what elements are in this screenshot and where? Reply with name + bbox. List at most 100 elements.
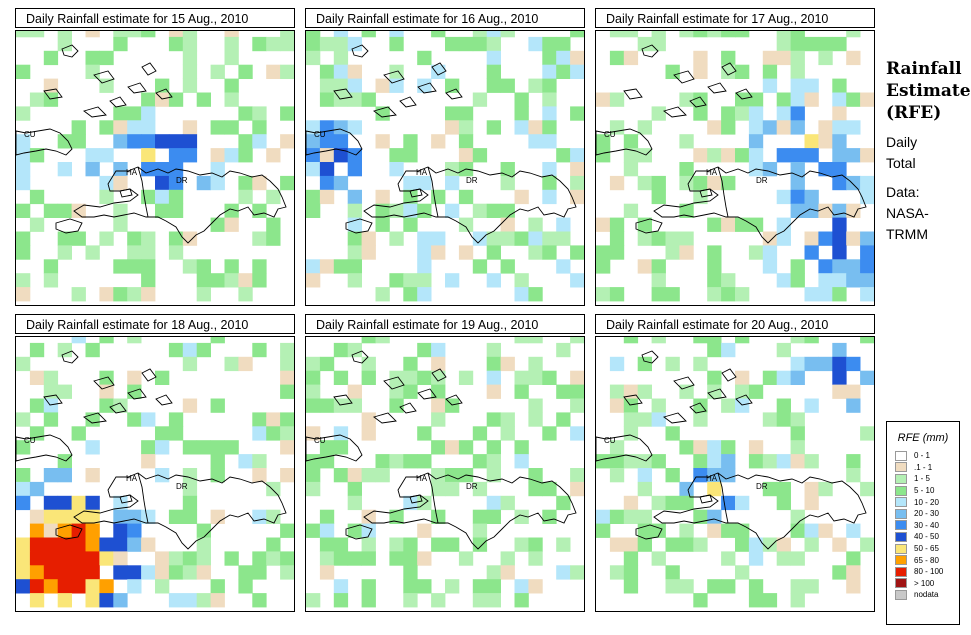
rainfall-cell (472, 426, 488, 441)
rainfall-map-panel: Daily Rainfall estimate for 16 Aug., 201… (305, 8, 585, 306)
rainfall-cell (860, 481, 874, 497)
gonave-outline (409, 188, 423, 198)
rainfall-cell (16, 64, 31, 79)
legend-label: 1 - 5 (914, 474, 931, 484)
legend-label: 10 - 20 (914, 497, 939, 507)
rainfall-cell (196, 287, 211, 302)
rainfall-cell (707, 287, 722, 302)
rainfall-cell (113, 203, 128, 218)
rainfall-cell (319, 565, 335, 580)
rainfall-cell (29, 565, 45, 580)
rainfall-cell (306, 259, 321, 274)
rainfall-cell (43, 398, 59, 413)
rainfall-cell (71, 551, 86, 566)
rainfall-cell (665, 64, 680, 79)
bahamas-island-outline (399, 402, 417, 414)
rainfall-cell (776, 50, 791, 66)
rainfall-cell (623, 537, 639, 552)
rainfall-cell (776, 273, 791, 288)
rainfall-cell (762, 120, 778, 135)
rainfall-cell (486, 412, 501, 427)
rainfall-cell (707, 384, 722, 399)
rainfall-cell (790, 50, 805, 66)
rainfall-cell (99, 384, 114, 399)
rainfall-cell (224, 440, 239, 455)
rainfall-cell (707, 120, 722, 135)
rainfall-cell (665, 231, 680, 246)
rainfall-cell (99, 231, 114, 246)
bahamas-island-outline (641, 44, 659, 58)
rainfall-cell (210, 273, 225, 288)
gonave-outline (699, 188, 713, 198)
rainfall-cell (16, 273, 31, 288)
country-label-cuba: CU (604, 130, 616, 139)
rainfall-cell (679, 203, 694, 218)
rainfall-cell (99, 50, 114, 66)
rainfall-cell (500, 551, 515, 566)
bahamas-island-outline (127, 82, 147, 94)
rainfall-cell (832, 287, 847, 302)
rainfall-cell (155, 426, 170, 441)
rainfall-cell (500, 175, 515, 191)
legend-item: 20 - 30 (895, 508, 959, 520)
gonave-outline (699, 494, 713, 504)
rainfall-cell (542, 162, 557, 177)
rainfall-cell (29, 426, 45, 441)
rainfall-cell (16, 31, 31, 38)
rainfall-cell (651, 454, 666, 469)
rainfall-cell (29, 31, 45, 38)
rainfall-cell (721, 398, 736, 413)
rainfall-cell (182, 356, 198, 372)
rainfall-cell (776, 231, 791, 246)
rainfall-cell (196, 175, 211, 191)
bahamas-island-outline (43, 394, 63, 406)
rainfall-cell (693, 593, 708, 608)
panel-title: Daily Rainfall estimate for 17 Aug., 201… (595, 8, 875, 28)
rainfall-cell (431, 64, 446, 79)
rainfall-cell (361, 231, 376, 246)
rainfall-cell (182, 36, 198, 52)
rainfall-cell (570, 175, 584, 191)
rainfall-cell (735, 370, 750, 385)
rainfall-cell (665, 537, 680, 552)
rainfall-cell (431, 356, 446, 372)
rainfall-cell (71, 231, 86, 246)
rainfall-cell (570, 565, 584, 580)
rainfall-cell (71, 537, 86, 552)
rainfall-cell (637, 537, 652, 552)
rainfall-cell (319, 398, 335, 413)
rainfall-cell (319, 189, 335, 205)
rainfall-cell (29, 342, 45, 358)
rainfall-cell (43, 412, 59, 427)
rainfall-cell (693, 440, 708, 455)
rainfall-cell (542, 120, 557, 135)
rainfall-cell (665, 245, 680, 260)
legend-swatch (895, 555, 907, 566)
rainfall-cell (417, 454, 432, 469)
legend-item: 50 - 65 (895, 543, 959, 555)
rainfall-cell (623, 565, 639, 580)
hispaniola-outline (363, 472, 577, 550)
rainfall-cell (486, 440, 501, 455)
rainfall-cell (57, 134, 72, 149)
rainfall-cell (804, 78, 819, 93)
rainfall-cell (361, 551, 376, 566)
rainfall-cell (99, 175, 114, 191)
gonave-outline (119, 494, 133, 504)
bahamas-island-outline (663, 106, 687, 118)
rainfall-cell (431, 384, 446, 399)
hispaniola-outline (73, 472, 287, 550)
rainfall-cell (458, 551, 474, 566)
rainfall-cell (514, 509, 529, 524)
rainfall-cell (43, 565, 59, 580)
rainfall-cell (776, 370, 791, 385)
legend-swatch (895, 543, 907, 554)
rainfall-cell (16, 148, 31, 163)
rainfall-cell (458, 245, 474, 260)
country-label-haiti: HA (126, 474, 138, 483)
rainfall-cell (762, 537, 778, 552)
rainfall-cell (29, 551, 45, 566)
rainfall-cell (693, 175, 708, 191)
rainfall-cell (85, 593, 100, 608)
rainfall-cell (707, 342, 722, 358)
